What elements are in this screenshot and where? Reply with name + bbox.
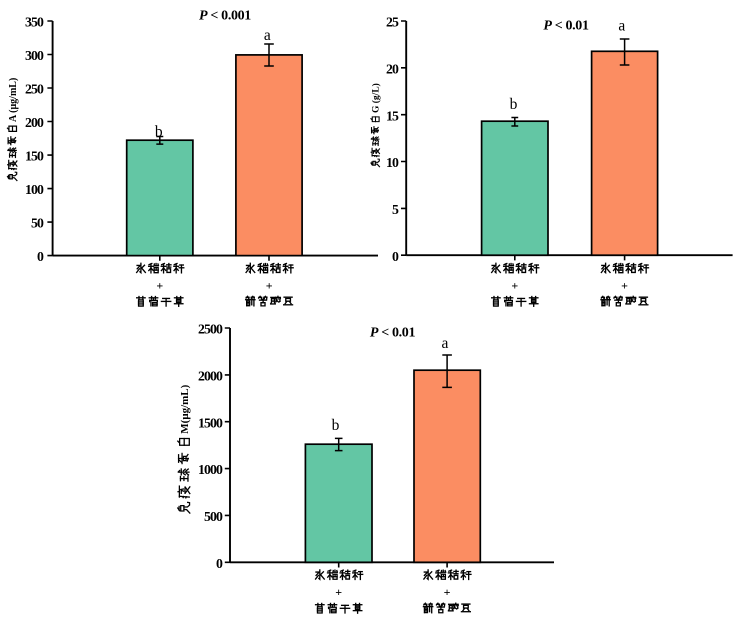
svg-text:+: +	[444, 585, 451, 599]
svg-text:+: +	[156, 278, 163, 292]
svg-text:M(μg/mL): M(μg/mL)	[179, 384, 191, 433]
svg-text:10: 10	[386, 155, 399, 170]
svg-text:P < 0.01: P < 0.01	[370, 326, 416, 341]
svg-text:a: a	[442, 335, 449, 352]
svg-text:5: 5	[392, 202, 399, 217]
svg-text:a: a	[618, 18, 625, 35]
svg-text:+: +	[335, 585, 342, 599]
svg-text:200: 200	[25, 115, 44, 130]
svg-text:100: 100	[25, 182, 44, 197]
svg-text:2500: 2500	[198, 322, 223, 337]
svg-text:150: 150	[25, 149, 44, 164]
svg-text:b: b	[510, 96, 518, 113]
svg-text:50: 50	[31, 216, 44, 231]
svg-text:b: b	[155, 124, 163, 141]
svg-text:20: 20	[386, 61, 399, 76]
svg-text:P < 0.01: P < 0.01	[543, 18, 589, 33]
svg-text:1500: 1500	[198, 415, 223, 430]
svg-text:1000: 1000	[198, 462, 223, 477]
svg-text:300: 300	[25, 48, 44, 63]
svg-text:0: 0	[216, 556, 223, 571]
svg-text:2000: 2000	[198, 369, 223, 384]
svg-text:a: a	[264, 27, 271, 44]
svg-text:+: +	[511, 278, 518, 292]
svg-text:15: 15	[386, 108, 399, 123]
svg-text:G (g/L): G (g/L)	[371, 83, 382, 113]
svg-text:A (μg/mL): A (μg/mL)	[8, 78, 19, 122]
svg-text:0: 0	[392, 249, 399, 264]
svg-text:350: 350	[25, 15, 44, 30]
svg-text:P < 0.001: P < 0.001	[199, 9, 251, 24]
svg-text:b: b	[332, 417, 340, 434]
svg-text:25: 25	[386, 15, 399, 30]
svg-text:250: 250	[25, 82, 44, 97]
svg-text:+: +	[266, 278, 273, 292]
svg-text:+: +	[621, 278, 628, 292]
svg-text:500: 500	[204, 509, 223, 524]
svg-text:0: 0	[37, 249, 44, 264]
